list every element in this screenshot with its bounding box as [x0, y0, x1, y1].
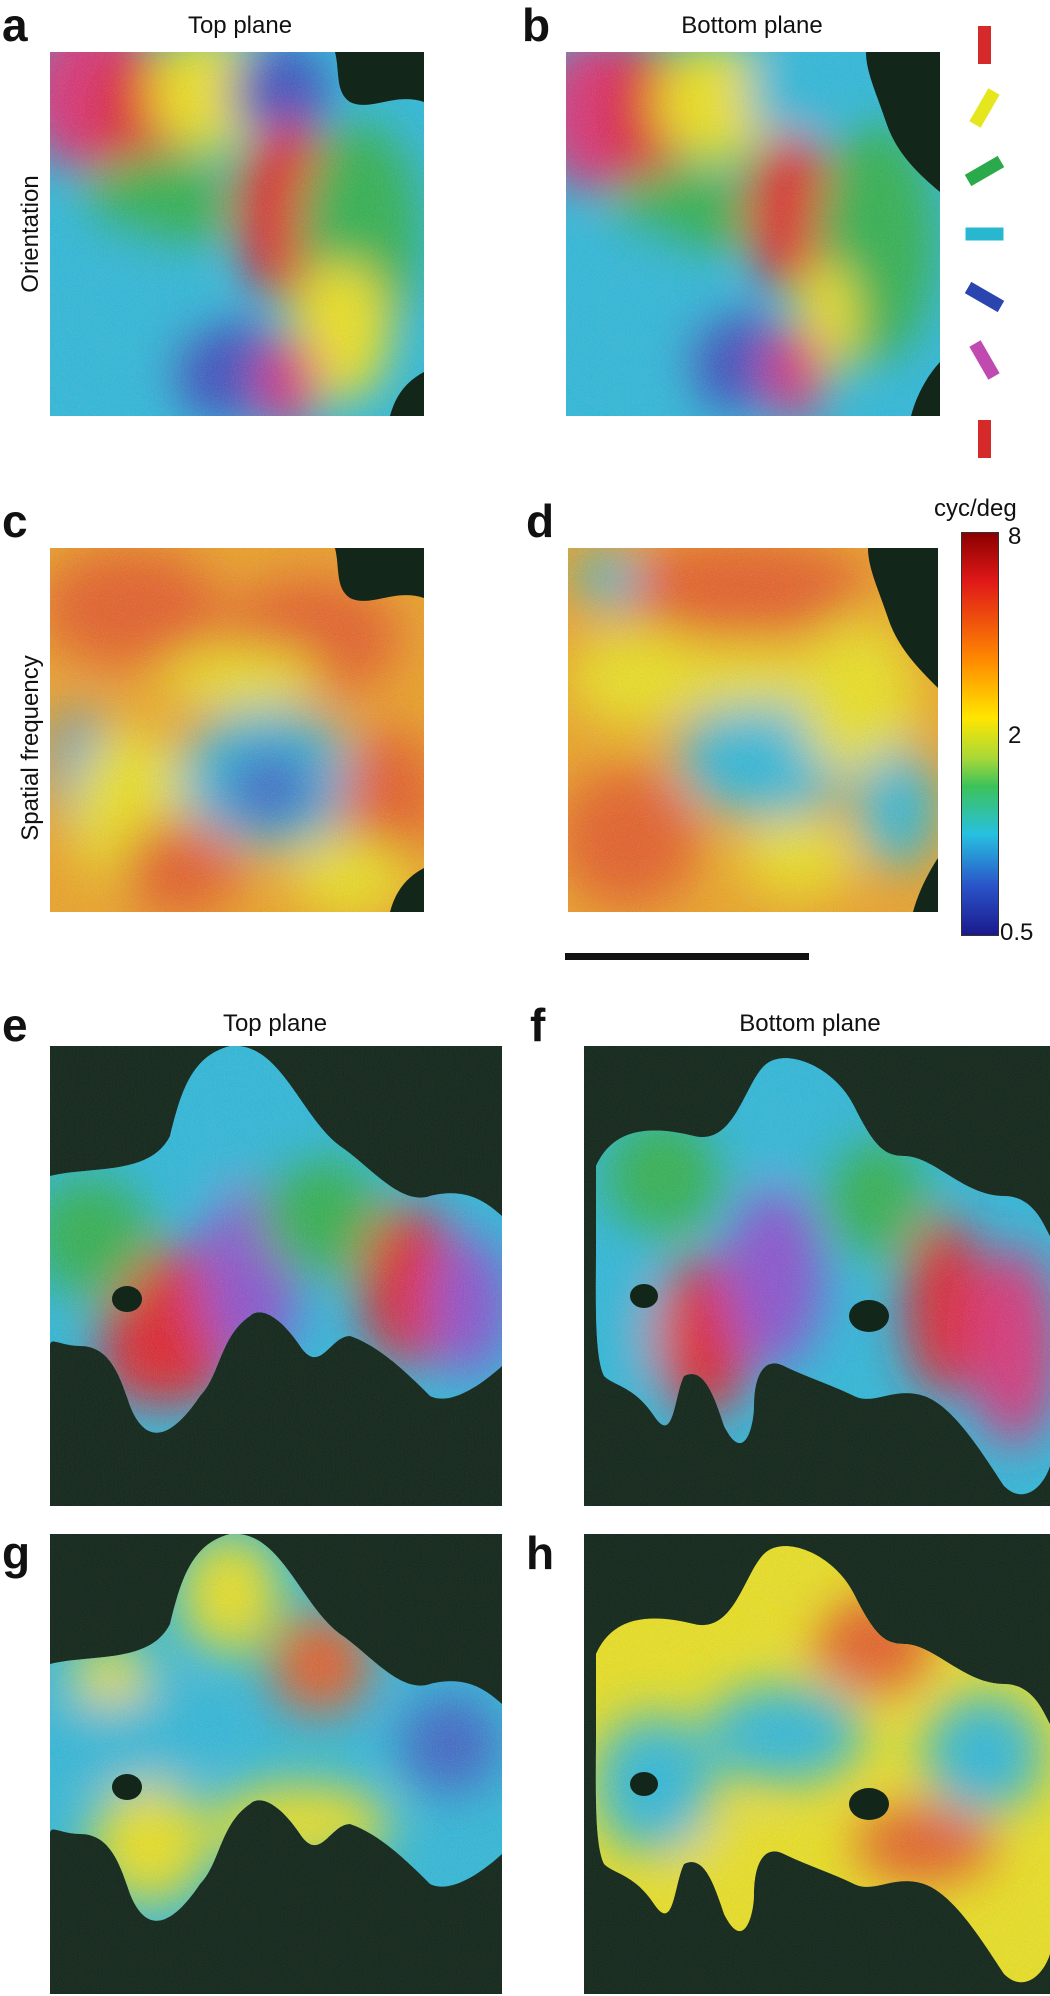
row-label-orientation: Orientation	[17, 175, 44, 293]
orientation-bar-30	[969, 88, 1000, 128]
column-title-top-plane-2: Top plane	[222, 1010, 328, 1037]
panel-letter-h: h	[526, 1527, 555, 1579]
panel-letter-c: c	[2, 495, 28, 547]
orientation-bar-120	[964, 281, 1005, 313]
panel-letter-e: e	[2, 999, 28, 1051]
panel-letter-b: b	[522, 0, 551, 51]
orientation-bar-150	[969, 340, 1000, 380]
panel-letter-f: f	[530, 999, 546, 1051]
masked-orientation-map-top-plane	[50, 1046, 502, 1506]
orientation-bar-0	[978, 26, 991, 64]
orientation-legend	[955, 22, 1015, 462]
orientation-bar-180	[978, 420, 991, 458]
spatial-frequency-map-bottom-plane	[568, 548, 938, 912]
scale-bar	[565, 953, 809, 960]
spatial-frequency-map-top-plane	[50, 548, 424, 912]
colorbar-tick-0-5: 0.5	[1000, 919, 1034, 946]
orientation-map-bottom-plane	[566, 52, 940, 416]
masked-spatial-frequency-map-bottom-plane	[584, 1534, 1050, 1994]
masked-spatial-frequency-map-top-plane	[50, 1534, 502, 1994]
panel-letter-g: g	[2, 1527, 31, 1579]
panel-letter-d: d	[526, 495, 555, 547]
orientation-bar-90	[965, 227, 1004, 241]
masked-orientation-map-bottom-plane	[584, 1046, 1050, 1506]
colorbar-tick-8: 8	[1008, 523, 1022, 550]
column-title-bottom-plane-2: Bottom plane	[739, 1010, 881, 1037]
panel-letter-a: a	[2, 0, 28, 51]
colorbar-unit-label: cyc/deg	[934, 495, 1017, 522]
column-title-bottom-plane-1: Bottom plane	[681, 12, 823, 39]
orientation-bar-60	[964, 155, 1005, 187]
orientation-map-top-plane	[50, 52, 424, 416]
column-title-top-plane-1: Top plane	[187, 12, 293, 39]
colorbar-tick-2: 2	[1008, 722, 1022, 749]
colorbar	[961, 532, 999, 936]
row-label-spatial-frequency: Spatial frequency	[17, 655, 44, 841]
